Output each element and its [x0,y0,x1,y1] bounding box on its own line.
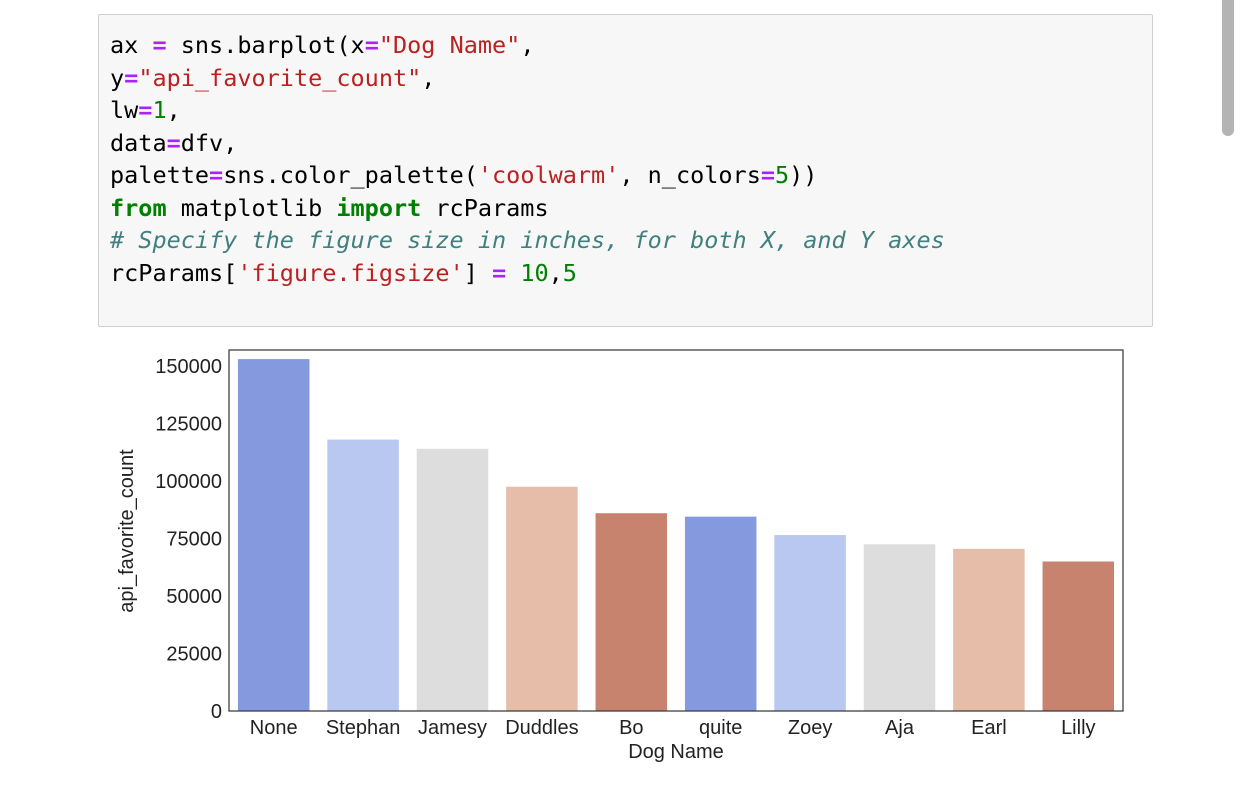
scrollbar[interactable] [1222,0,1234,136]
code-token: rcParams[ [110,258,238,287]
code-line: rcParams['figure.figsize'] = 10,5 [110,259,577,287]
y-tick-labels: 0 25000 50000 75000 100000 125000 150000 [155,356,222,723]
code-token: matplotlib [166,193,337,222]
code-token: 'coolwarm' [477,161,620,189]
x-tick-label: quite [699,717,742,739]
code-line: ax = sns.barplot(x="Dog Name", [110,31,534,59]
y-tick-label: 150000 [155,356,222,378]
code-token: = [760,161,775,189]
code-token: = [209,161,224,189]
y-axis-label: api_favorite_count [116,449,138,613]
x-tick-label: Zoey [788,717,832,739]
bar-earl [953,548,1025,711]
code-token: , [548,258,563,287]
code-line: from matplotlib import rcParams [110,194,549,222]
code-token: "api_favorite_count" [138,63,422,92]
code-token: ] [463,258,493,287]
bar-none [237,359,310,711]
y-tick-label: 0 [211,701,222,723]
bar-zoey [774,535,846,711]
code-line: # Specify the figure size in inches, for… [110,226,945,254]
code-token: 5 [562,258,577,287]
y-tick-label: 25000 [166,644,222,666]
code-token: rcParams [421,193,549,222]
code-token: # Specify the figure size in inches, for… [110,226,945,254]
code-token: = [364,31,379,59]
code-token: = [166,128,181,157]
x-tick-label: Jamesy [418,717,487,739]
code-line: lw=1, [110,96,181,124]
y-tick-label: 50000 [166,586,222,608]
code-token: palette [110,161,210,189]
code-token: dfv, [180,128,238,157]
x-axis-label: Dog Name [628,741,724,763]
y-tick-label: 100000 [155,471,222,493]
code-token: = [152,31,167,59]
x-tick-label: Duddles [505,717,578,739]
plot-frame [228,349,1124,712]
code-token: , [421,63,436,92]
code-token: 10 [520,258,549,287]
code-token: lw [110,96,139,124]
code-token: sns.color_palette( [223,161,478,189]
code-token: y [110,63,125,92]
x-tick-label: Aja [885,717,915,739]
code-token: = [492,258,507,287]
code-cell[interactable]: ax = sns.barplot(x="Dog Name", y="api_fa… [98,14,1153,327]
code-token: 5 [775,161,790,189]
bar-duddles [506,486,578,711]
code-token: , [520,31,535,59]
code-token: = [124,63,139,92]
x-tick-label: Bo [619,717,643,739]
y-tick-label: 75000 [166,529,222,551]
x-tick-label: Lilly [1061,717,1095,739]
code-token: data [110,128,167,157]
code-token: sns.barplot(x [166,31,365,59]
bar-jamesy [416,448,489,711]
code-line: data=dfv, [110,129,237,157]
x-tick-labels: None Stephan Jamesy Duddles Bo quite Zoey Aja Ea… [250,717,1096,739]
code-token: "Dog Name" [378,31,521,59]
code-token: 'figure.figsize' [237,258,464,287]
code-token: 1 [152,96,167,124]
code-token: = [138,96,153,124]
x-tick-label: Stephan [326,717,401,739]
bar-quite [684,516,757,711]
x-tick-label: None [250,717,298,739]
x-tick-label: Earl [971,717,1007,739]
code-editor[interactable]: ax = sns.barplot(x="Dog Name", y="api_fa… [110,29,945,289]
y-tick-label: 125000 [155,414,222,436]
code-token: )) [789,161,818,189]
bar-stephan [327,439,399,711]
bar-lilly [1042,561,1115,711]
code-token: from [110,193,167,222]
bar-bo [595,513,668,711]
code-line: y="api_favorite_count", [110,64,435,92]
bar-aja [863,544,936,711]
code-line: palette=sns.color_palette('coolwarm', n_… [110,161,817,189]
code-token: import [336,193,422,222]
code-token: , [166,96,181,124]
code-token: , n_colors [619,161,761,189]
bars-group [237,359,1115,711]
code-token: ax [110,31,153,59]
